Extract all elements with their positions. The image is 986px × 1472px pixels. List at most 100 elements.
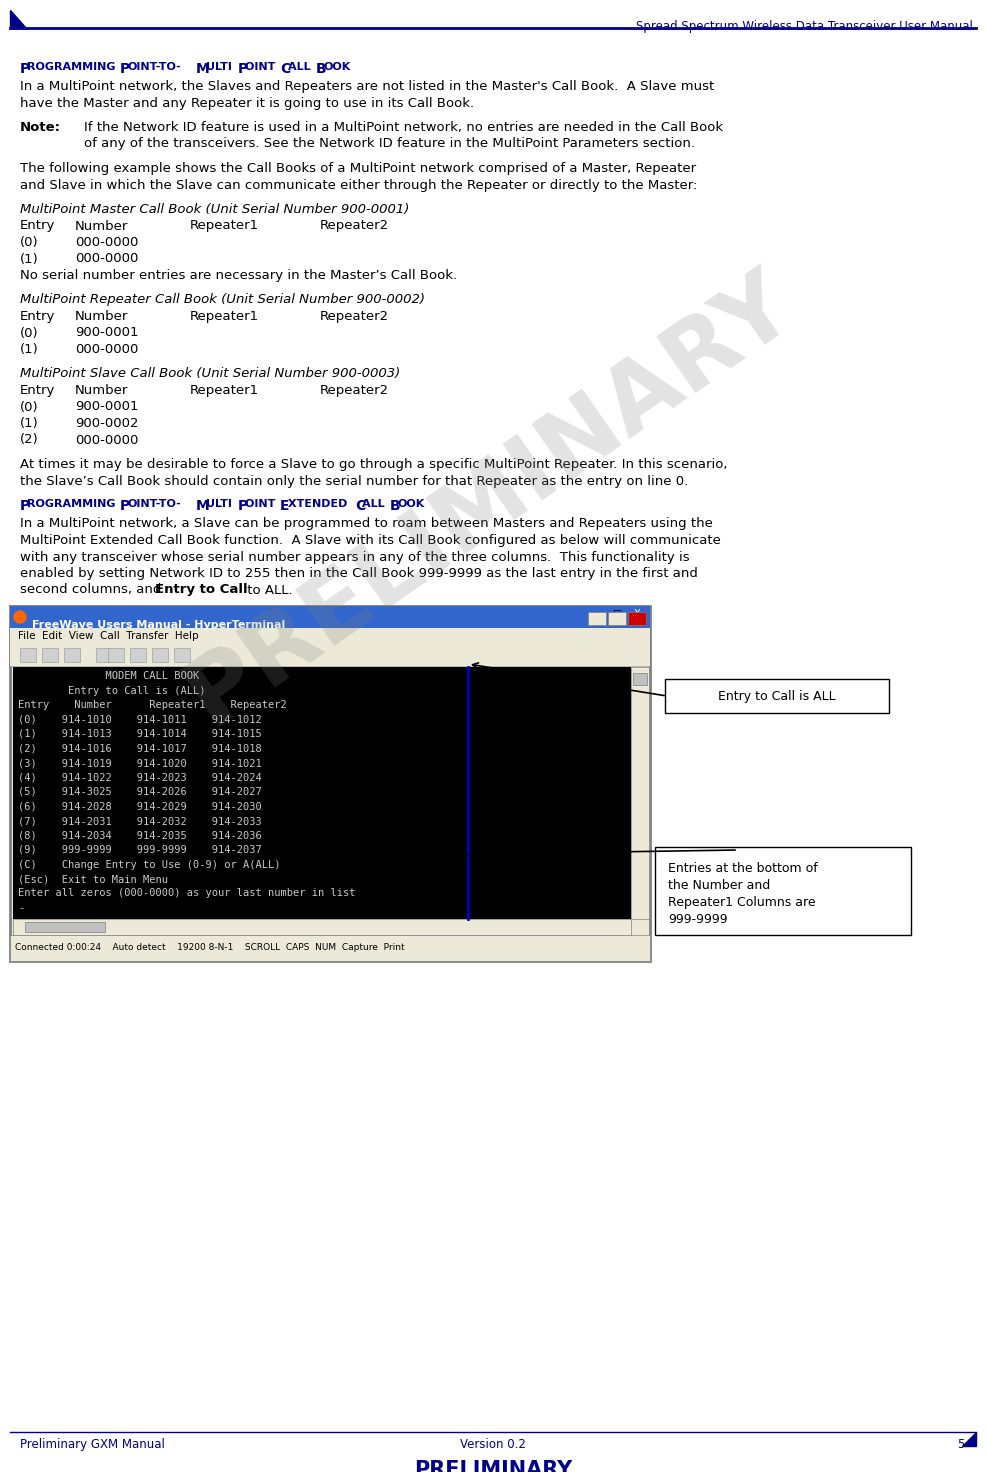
Text: 900-0001: 900-0001 bbox=[75, 400, 138, 414]
FancyBboxPatch shape bbox=[588, 612, 606, 626]
Text: (3)    914-1019    914-1020    914-1021: (3) 914-1019 914-1020 914-1021 bbox=[18, 758, 261, 768]
Text: P: P bbox=[20, 62, 31, 77]
Text: File  Edit  View  Call  Transfer  Help: File Edit View Call Transfer Help bbox=[18, 631, 198, 640]
Text: (1): (1) bbox=[20, 417, 38, 430]
FancyBboxPatch shape bbox=[96, 648, 112, 662]
FancyBboxPatch shape bbox=[13, 919, 631, 935]
FancyBboxPatch shape bbox=[655, 846, 911, 935]
Text: 000-0000: 000-0000 bbox=[75, 343, 138, 356]
Text: (0)    914-1010    914-1011    914-1012: (0) 914-1010 914-1011 914-1012 bbox=[18, 714, 261, 724]
Polygon shape bbox=[10, 10, 26, 28]
Text: Repeater2: Repeater2 bbox=[320, 384, 389, 397]
Text: MODEM CALL BOOK: MODEM CALL BOOK bbox=[18, 671, 199, 682]
Text: (6)    914-2028    914-2029    914-2030: (6) 914-2028 914-2029 914-2030 bbox=[18, 801, 261, 811]
FancyBboxPatch shape bbox=[628, 612, 646, 626]
Text: Entry    Number      Repeater1    Repeater2: Entry Number Repeater1 Repeater2 bbox=[18, 701, 287, 710]
Polygon shape bbox=[962, 1432, 976, 1446]
FancyBboxPatch shape bbox=[608, 612, 626, 626]
Text: Repeater1: Repeater1 bbox=[190, 219, 259, 233]
Text: Entry: Entry bbox=[20, 219, 55, 233]
FancyBboxPatch shape bbox=[10, 629, 650, 645]
Text: Entry to Call: Entry to Call bbox=[155, 583, 247, 596]
Text: MultiPoint Repeater Call Book (Unit Serial Number 900-0002): MultiPoint Repeater Call Book (Unit Seri… bbox=[20, 293, 425, 306]
Text: 900-0002: 900-0002 bbox=[75, 417, 138, 430]
Text: OOK: OOK bbox=[397, 499, 424, 509]
Text: P: P bbox=[238, 499, 248, 514]
Text: OINT: OINT bbox=[245, 62, 279, 72]
FancyBboxPatch shape bbox=[108, 648, 124, 662]
Text: ALL: ALL bbox=[288, 62, 315, 72]
Text: and Slave in which the Slave can communicate either through the Repeater or dire: and Slave in which the Slave can communi… bbox=[20, 178, 697, 191]
Text: Repeater1 Columns are: Repeater1 Columns are bbox=[668, 896, 815, 910]
Text: Entries at the bottom of: Entries at the bottom of bbox=[668, 863, 817, 874]
Text: OINT-TO-: OINT-TO- bbox=[127, 62, 180, 72]
FancyBboxPatch shape bbox=[631, 667, 649, 919]
Text: MultiPoint Master Call Book (Unit Serial Number 900-0001): MultiPoint Master Call Book (Unit Serial… bbox=[20, 203, 409, 216]
Text: (8)    914-2034    914-2035    914-2036: (8) 914-2034 914-2035 914-2036 bbox=[18, 830, 261, 841]
Text: X: X bbox=[634, 609, 640, 620]
Text: (0): (0) bbox=[20, 236, 38, 249]
Text: E: E bbox=[280, 499, 290, 514]
Text: (2)    914-1016    914-1017    914-1018: (2) 914-1016 914-1017 914-1018 bbox=[18, 743, 261, 754]
Text: Entry to Call is ALL: Entry to Call is ALL bbox=[718, 690, 836, 704]
Text: 000-0000: 000-0000 bbox=[75, 236, 138, 249]
Text: B: B bbox=[316, 62, 326, 77]
Text: –: – bbox=[595, 609, 599, 620]
Text: OOK: OOK bbox=[323, 62, 350, 72]
FancyBboxPatch shape bbox=[633, 673, 647, 684]
Text: At times it may be desirable to force a Slave to go through a specific MultiPoin: At times it may be desirable to force a … bbox=[20, 458, 728, 471]
Circle shape bbox=[14, 611, 26, 623]
Text: The following example shows the Call Books of a MultiPoint network comprised of : The following example shows the Call Boo… bbox=[20, 162, 696, 175]
Text: P: P bbox=[120, 62, 130, 77]
FancyBboxPatch shape bbox=[665, 679, 889, 712]
Text: with any transceiver whose serial number appears in any of the three columns.  T: with any transceiver whose serial number… bbox=[20, 551, 689, 564]
Text: ALL: ALL bbox=[362, 499, 388, 509]
FancyBboxPatch shape bbox=[42, 648, 58, 662]
Text: (1): (1) bbox=[20, 343, 38, 356]
Text: (9)    999-9999    999-9999    914-2037: (9) 999-9999 999-9999 914-2037 bbox=[18, 845, 261, 855]
Text: Version 0.2: Version 0.2 bbox=[460, 1438, 526, 1451]
Text: Number: Number bbox=[75, 311, 128, 322]
Text: ROGRAMMING: ROGRAMMING bbox=[27, 499, 119, 509]
Text: ULTI: ULTI bbox=[206, 62, 232, 72]
FancyBboxPatch shape bbox=[10, 606, 650, 961]
Text: (0): (0) bbox=[20, 327, 38, 340]
FancyBboxPatch shape bbox=[10, 606, 650, 629]
Text: OINT: OINT bbox=[245, 499, 279, 509]
Text: OINT-TO-: OINT-TO- bbox=[127, 499, 180, 509]
Text: Entry to Call is (ALL): Entry to Call is (ALL) bbox=[18, 686, 205, 695]
Text: the Slave’s Call Book should contain only the serial number for that Repeater as: the Slave’s Call Book should contain onl… bbox=[20, 474, 688, 487]
Text: C: C bbox=[355, 499, 365, 514]
Text: M: M bbox=[196, 499, 210, 514]
Text: Entry: Entry bbox=[20, 311, 55, 322]
Text: Enter all zeros (000-0000) as your last number in list: Enter all zeros (000-0000) as your last … bbox=[18, 889, 356, 898]
Text: MultiPoint Extended Call Book function.  A Slave with its Call Book configured a: MultiPoint Extended Call Book function. … bbox=[20, 534, 721, 548]
FancyBboxPatch shape bbox=[174, 648, 190, 662]
Text: (7)    914-2031    914-2032    914-2033: (7) 914-2031 914-2032 914-2033 bbox=[18, 815, 261, 826]
Text: 5: 5 bbox=[957, 1438, 965, 1451]
Text: 900-0001: 900-0001 bbox=[75, 327, 138, 340]
Text: P: P bbox=[238, 62, 248, 77]
Text: of any of the transceivers. See the Network ID feature in the MultiPoint Paramet: of any of the transceivers. See the Netw… bbox=[84, 137, 695, 150]
Text: M: M bbox=[196, 62, 210, 77]
Text: second columns, and: second columns, and bbox=[20, 583, 166, 596]
FancyBboxPatch shape bbox=[20, 648, 36, 662]
Text: P: P bbox=[120, 499, 130, 514]
Text: XTENDED: XTENDED bbox=[288, 499, 351, 509]
Text: MultiPoint Slave Call Book (Unit Serial Number 900-0003): MultiPoint Slave Call Book (Unit Serial … bbox=[20, 368, 400, 380]
Text: In a MultiPoint network, a Slave can be programmed to roam between Masters and R: In a MultiPoint network, a Slave can be … bbox=[20, 518, 713, 530]
Text: (2): (2) bbox=[20, 433, 38, 446]
FancyBboxPatch shape bbox=[152, 648, 168, 662]
Text: C: C bbox=[280, 62, 290, 77]
FancyBboxPatch shape bbox=[64, 648, 80, 662]
Text: to ALL.: to ALL. bbox=[243, 583, 293, 596]
Text: Connected 0:00:24    Auto detect    19200 8-N-1    SCROLL  CAPS  NUM  Capture  P: Connected 0:00:24 Auto detect 19200 8-N-… bbox=[15, 944, 404, 952]
FancyBboxPatch shape bbox=[25, 921, 105, 932]
Text: Preliminary GXM Manual: Preliminary GXM Manual bbox=[20, 1438, 165, 1451]
Text: (0): (0) bbox=[20, 400, 38, 414]
Text: (1): (1) bbox=[20, 253, 38, 265]
Text: (1)    914-1013    914-1014    914-1015: (1) 914-1013 914-1014 914-1015 bbox=[18, 729, 261, 739]
Text: Number: Number bbox=[75, 219, 128, 233]
Text: (4)    914-1022    914-2023    914-2024: (4) 914-1022 914-2023 914-2024 bbox=[18, 773, 261, 783]
Text: ULTI: ULTI bbox=[206, 499, 232, 509]
